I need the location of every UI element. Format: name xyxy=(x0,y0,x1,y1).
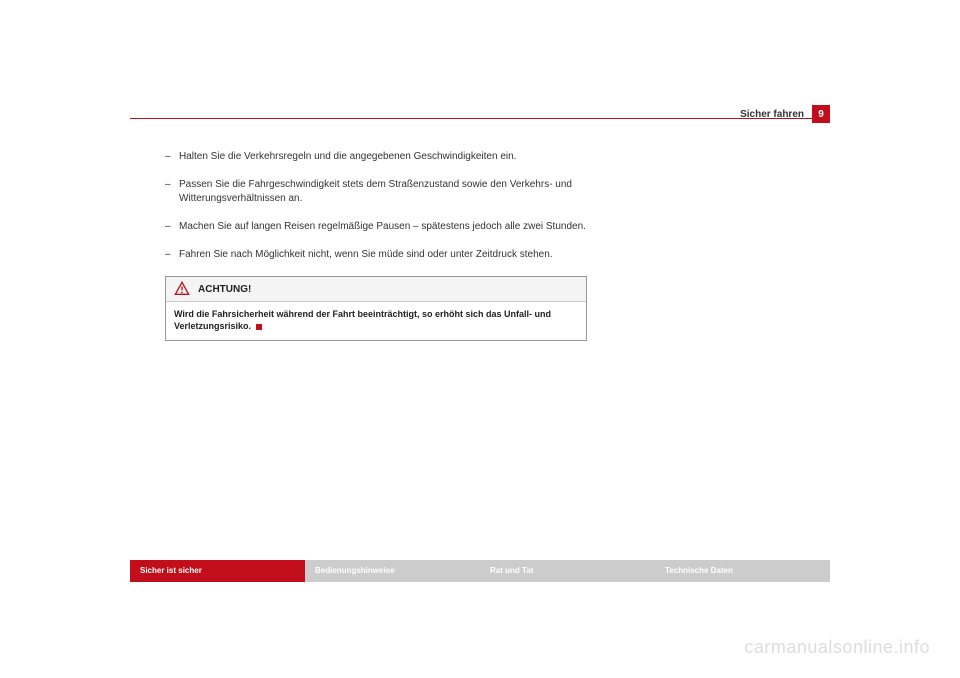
list-item: – Passen Sie die Fahrgeschwindigkeit ste… xyxy=(165,178,605,206)
page-number-badge: 9 xyxy=(812,105,830,123)
end-marker-icon xyxy=(256,324,262,330)
bullet-dash: – xyxy=(165,248,179,262)
bullet-text: Passen Sie die Fahrgeschwindigkeit stets… xyxy=(179,178,605,206)
list-item: – Fahren Sie nach Möglichkeit nicht, wen… xyxy=(165,248,605,262)
warning-body: Wird die Fahrsicherheit während der Fahr… xyxy=(166,302,586,340)
warning-icon xyxy=(174,281,190,297)
list-item: – Machen Sie auf langen Reisen regelmäßi… xyxy=(165,220,605,234)
bullet-text: Machen Sie auf langen Reisen regelmäßige… xyxy=(179,220,605,234)
tab-label: Technische Daten xyxy=(665,566,733,575)
tab-sicher-ist-sicher[interactable]: Sicher ist sicher xyxy=(130,560,305,582)
tab-bedienungshinweise[interactable]: Bedienungshinweise xyxy=(305,560,480,582)
bullet-text: Fahren Sie nach Möglichkeit nicht, wenn … xyxy=(179,248,605,262)
bullet-text: Halten Sie die Verkehrsregeln und die an… xyxy=(179,150,605,164)
warning-box: ACHTUNG! Wird die Fahrsicherheit während… xyxy=(165,276,587,341)
bullet-dash: – xyxy=(165,178,179,206)
tab-label: Rat und Tat xyxy=(490,566,533,575)
warning-header: ACHTUNG! xyxy=(166,277,586,302)
watermark: carmanualsonline.info xyxy=(744,637,930,658)
main-content: – Halten Sie die Verkehrsregeln und die … xyxy=(165,150,605,341)
warning-text: Wird die Fahrsicherheit während der Fahr… xyxy=(174,309,551,331)
footer-tabs: Sicher ist sicher Bedienungshinweise Rat… xyxy=(130,560,830,582)
tab-label: Bedienungshinweise xyxy=(315,566,395,575)
list-item: – Halten Sie die Verkehrsregeln und die … xyxy=(165,150,605,164)
page-header: Sicher fahren 9 xyxy=(130,105,830,123)
bullet-dash: – xyxy=(165,220,179,234)
tab-label: Sicher ist sicher xyxy=(140,566,202,575)
tab-rat-und-tat[interactable]: Rat und Tat xyxy=(480,560,655,582)
warning-title: ACHTUNG! xyxy=(198,284,251,295)
header-rule xyxy=(130,118,830,119)
bullet-dash: – xyxy=(165,150,179,164)
tab-technische-daten[interactable]: Technische Daten xyxy=(655,560,830,582)
